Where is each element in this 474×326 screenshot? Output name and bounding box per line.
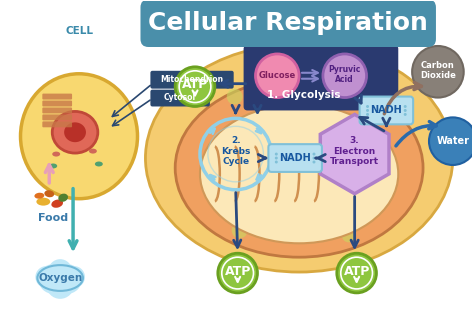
Ellipse shape bbox=[49, 164, 57, 169]
Text: Water: Water bbox=[436, 136, 469, 146]
Circle shape bbox=[275, 153, 278, 156]
Ellipse shape bbox=[20, 74, 137, 199]
Ellipse shape bbox=[52, 152, 60, 156]
Circle shape bbox=[404, 105, 407, 108]
Circle shape bbox=[366, 109, 369, 112]
Text: NADH: NADH bbox=[371, 105, 402, 115]
Text: Carbon
Dioxide: Carbon Dioxide bbox=[420, 61, 456, 81]
Text: Oxygen: Oxygen bbox=[38, 273, 82, 283]
FancyBboxPatch shape bbox=[42, 121, 72, 127]
Circle shape bbox=[312, 153, 316, 156]
Circle shape bbox=[312, 156, 316, 159]
FancyBboxPatch shape bbox=[42, 108, 72, 113]
Ellipse shape bbox=[89, 149, 97, 154]
Text: ATP: ATP bbox=[182, 78, 208, 91]
FancyBboxPatch shape bbox=[268, 144, 322, 172]
Polygon shape bbox=[320, 114, 389, 194]
Text: Cytosol: Cytosol bbox=[164, 93, 196, 102]
Text: Mitochondrion: Mitochondrion bbox=[161, 75, 224, 84]
Circle shape bbox=[275, 160, 278, 164]
Circle shape bbox=[366, 105, 369, 108]
Circle shape bbox=[232, 222, 247, 238]
Text: ATP: ATP bbox=[225, 265, 251, 277]
Circle shape bbox=[46, 271, 74, 299]
Text: NADH: NADH bbox=[279, 153, 311, 163]
Circle shape bbox=[63, 266, 85, 288]
Circle shape bbox=[412, 46, 464, 97]
FancyBboxPatch shape bbox=[244, 45, 398, 111]
Text: 3.
Electron
Transport: 3. Electron Transport bbox=[330, 136, 379, 166]
Text: 2.
Krebs
Cycle: 2. Krebs Cycle bbox=[221, 136, 250, 166]
Circle shape bbox=[275, 156, 278, 159]
Circle shape bbox=[404, 109, 407, 112]
Ellipse shape bbox=[58, 194, 68, 202]
Circle shape bbox=[218, 253, 257, 293]
Ellipse shape bbox=[64, 122, 86, 142]
Ellipse shape bbox=[95, 161, 103, 167]
FancyBboxPatch shape bbox=[140, 0, 436, 47]
Text: Glucose: Glucose bbox=[259, 71, 296, 80]
Circle shape bbox=[48, 259, 72, 283]
FancyBboxPatch shape bbox=[360, 96, 413, 124]
Ellipse shape bbox=[146, 44, 453, 272]
FancyBboxPatch shape bbox=[42, 100, 72, 107]
Circle shape bbox=[38, 264, 68, 294]
Ellipse shape bbox=[52, 111, 98, 153]
Text: ATP: ATP bbox=[344, 265, 370, 277]
Ellipse shape bbox=[45, 190, 54, 197]
Circle shape bbox=[342, 229, 356, 242]
Circle shape bbox=[366, 113, 369, 116]
Ellipse shape bbox=[35, 193, 44, 199]
FancyBboxPatch shape bbox=[42, 114, 72, 120]
Circle shape bbox=[312, 160, 316, 164]
FancyBboxPatch shape bbox=[150, 90, 210, 107]
Ellipse shape bbox=[175, 79, 423, 257]
Ellipse shape bbox=[200, 105, 398, 243]
Ellipse shape bbox=[36, 198, 50, 206]
Text: Pyruvic
Acid: Pyruvic Acid bbox=[328, 65, 361, 84]
Text: CELL: CELL bbox=[65, 26, 93, 36]
Circle shape bbox=[323, 54, 366, 97]
Circle shape bbox=[429, 117, 474, 165]
Circle shape bbox=[175, 67, 215, 107]
Text: Cellular Respiration: Cellular Respiration bbox=[148, 11, 428, 35]
FancyBboxPatch shape bbox=[42, 94, 72, 99]
Ellipse shape bbox=[51, 200, 63, 208]
Circle shape bbox=[255, 54, 299, 97]
Text: 1. Glycolysis: 1. Glycolysis bbox=[267, 90, 341, 99]
Circle shape bbox=[337, 253, 376, 293]
Circle shape bbox=[52, 264, 82, 294]
Text: Food: Food bbox=[38, 213, 68, 223]
FancyBboxPatch shape bbox=[150, 71, 234, 89]
Circle shape bbox=[36, 266, 57, 288]
Circle shape bbox=[227, 89, 243, 105]
Circle shape bbox=[379, 90, 397, 108]
Circle shape bbox=[404, 113, 407, 116]
